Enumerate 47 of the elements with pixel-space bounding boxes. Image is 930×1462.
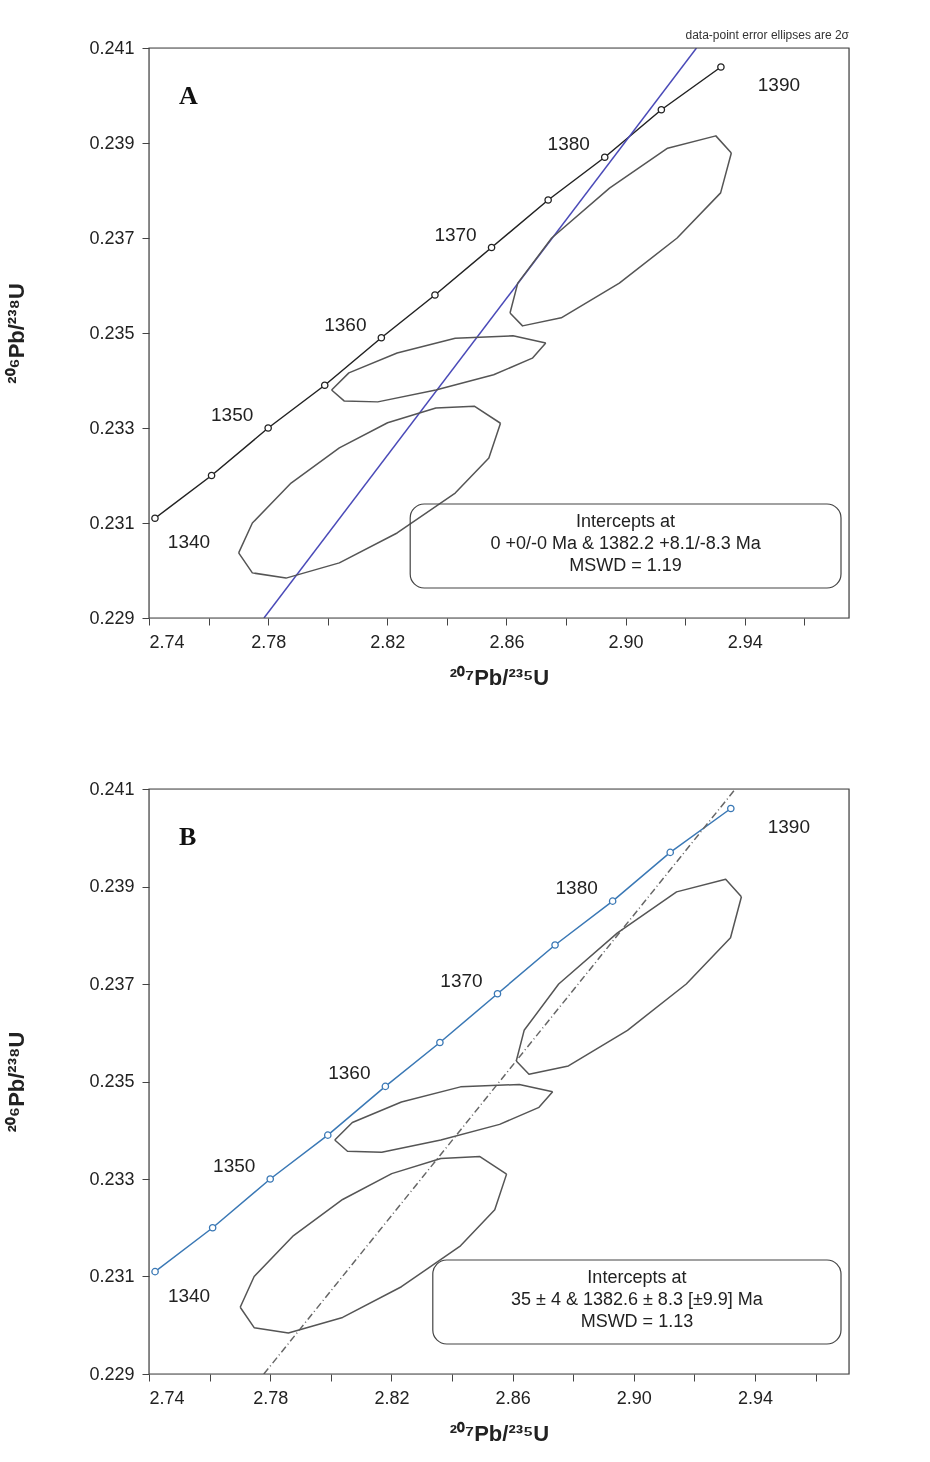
y-axis-title: ²⁰⁶Pb/²³⁸U (4, 1031, 30, 1133)
annotation: 1350 (211, 404, 254, 425)
y-tick-label: 0.235 (89, 322, 135, 343)
text: B (179, 822, 197, 851)
x-tick-label: 2.82 (374, 1387, 410, 1408)
annotation: 1340 (167, 531, 211, 553)
annotation: 1380 (555, 877, 598, 899)
y-tick-label: 0.239 (89, 132, 135, 153)
y-tick-label: 0.235 (89, 1071, 135, 1091)
y-tick-label: 0.231 (89, 1266, 135, 1286)
y-tick-label: 0.239 (89, 876, 135, 896)
y-tick-label: 0.237 (89, 227, 135, 248)
x-tick-label: 2.74 (149, 1387, 185, 1408)
x-tick-label: 2.78 (251, 631, 287, 652)
y-tick-label: 0.233 (89, 417, 135, 438)
text: data-point error ellipses are 2σ (685, 28, 850, 42)
x-tick-label: 2.86 (489, 631, 525, 652)
x-axis-title: ²⁰⁷Pb/²³⁵U (449, 1420, 550, 1446)
y-tick-label: 0.241 (89, 778, 135, 799)
y-tick-label: 0.233 (89, 1168, 135, 1189)
annotation: 1390 (757, 74, 801, 95)
y-tick-label: 0.241 (89, 37, 135, 58)
y-axis-title: ²⁰⁶Pb/²³⁸U (4, 283, 30, 384)
annotation: Intercepts at 35 ± 4 & 1382.6 ± 8.3 [±9.9] Ma MSWD = 1.13 (511, 1267, 764, 1331)
x-tick-label: 2.94 (738, 1387, 774, 1408)
annotation: 1390 (767, 815, 810, 837)
x-tick-label: 2.90 (616, 1387, 652, 1408)
annotation: 1350 (213, 1155, 256, 1176)
annotation: 1370 (434, 223, 477, 245)
y-tick-label: 0.231 (89, 512, 135, 533)
y-tick-label: 0.229 (89, 1363, 135, 1384)
y-tick-label: 0.229 (89, 607, 135, 628)
annotation: 1360 (324, 313, 367, 335)
annotation: 1340 (167, 1284, 211, 1306)
x-tick-label: 2.74 (149, 631, 185, 652)
x-axis-title: ²⁰⁷Pb/²³⁵U (449, 664, 550, 690)
annotation: 1380 (547, 133, 590, 155)
annotation: 1360 (328, 1062, 371, 1084)
text: A (179, 81, 198, 110)
annotation: 1370 (440, 969, 483, 991)
x-tick-label: 2.82 (370, 631, 406, 652)
x-tick-label: 2.78 (253, 1387, 289, 1408)
x-tick-label: 2.86 (495, 1387, 531, 1408)
x-tick-label: 2.90 (608, 631, 644, 652)
annotation: Intercepts at 0 +0/-0 Ma & 1382.2 +8.1/-8.3 Ma MSWD = 1.19 (490, 511, 762, 575)
y-tick-label: 0.237 (89, 973, 135, 994)
x-tick-label: 2.94 (727, 631, 763, 652)
